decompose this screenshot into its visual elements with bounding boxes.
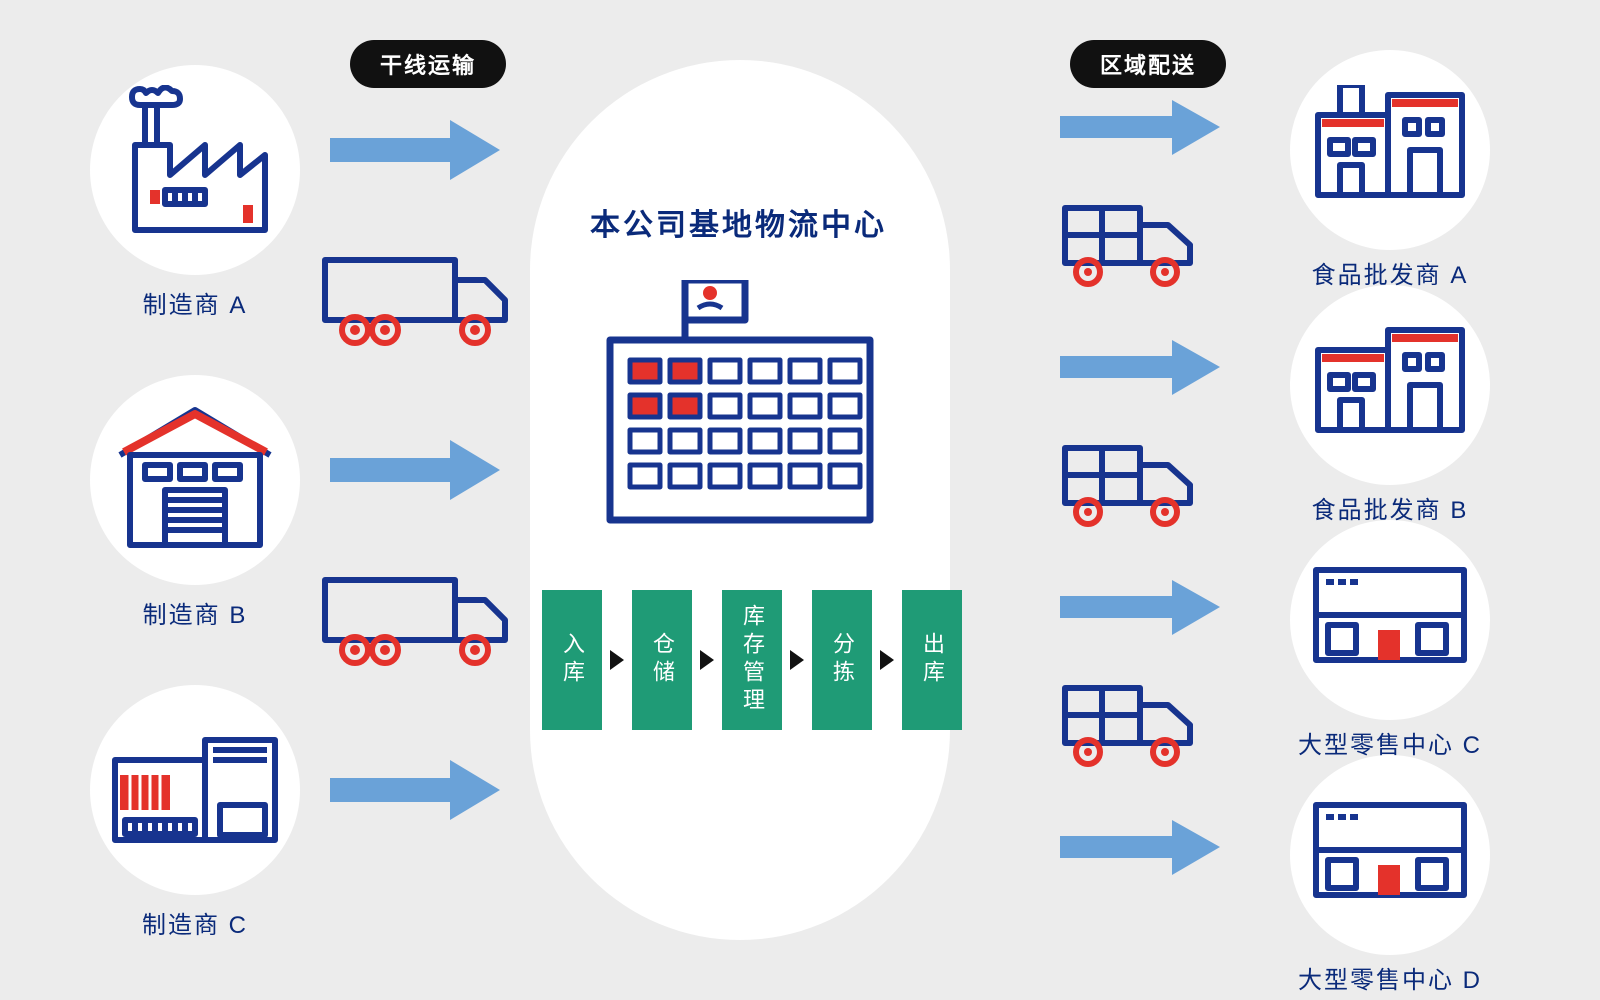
- factory-icon: [115, 85, 275, 240]
- step-outbound: 出库: [902, 590, 962, 730]
- flow-arrow-icon: [330, 120, 500, 180]
- flow-arrow-icon: [1060, 100, 1220, 155]
- step-sorting: 分拣: [812, 590, 872, 730]
- building-icon: [105, 725, 285, 860]
- flow-arrow-icon: [330, 440, 500, 500]
- wholesaler-icon: [1310, 320, 1470, 445]
- step-inventory: 库存管理: [722, 590, 782, 730]
- truck-large-icon: [320, 250, 510, 355]
- flow-arrow-icon: [1060, 820, 1220, 875]
- warehouse-icon: [110, 400, 280, 555]
- node-label: 制造商 A: [85, 285, 305, 320]
- process-steps: 入库 仓储 库存管理 分拣 出库: [542, 590, 962, 730]
- node-label: 大型零售中心 D: [1280, 960, 1500, 995]
- diagram-stage: 干线运输 区域配送 本公司基地物流中心: [0, 0, 1600, 1000]
- node-label: 制造商 C: [85, 905, 305, 940]
- step-arrow-icon: [880, 650, 894, 670]
- retail-center-icon: [1308, 560, 1473, 675]
- step-arrow-icon: [610, 650, 624, 670]
- step-inbound: 入库: [542, 590, 602, 730]
- truck-large-icon: [320, 570, 510, 675]
- step-arrow-icon: [790, 650, 804, 670]
- retail-center-icon: [1308, 795, 1473, 910]
- truck-small-icon: [1060, 440, 1200, 535]
- step-arrow-icon: [700, 650, 714, 670]
- flow-arrow-icon: [1060, 340, 1220, 395]
- flow-arrow-icon: [330, 760, 500, 820]
- flow-arrow-icon: [1060, 580, 1220, 635]
- step-storage: 仓储: [632, 590, 692, 730]
- node-label: 制造商 B: [85, 595, 305, 630]
- pill-trunk-transport: 干线运输: [350, 40, 506, 88]
- truck-small-icon: [1060, 200, 1200, 295]
- center-title: 本公司基地物流中心: [590, 200, 887, 244]
- pill-regional-delivery: 区域配送: [1070, 40, 1226, 88]
- wholesaler-icon: [1310, 85, 1470, 210]
- truck-small-icon: [1060, 680, 1200, 775]
- logistics-center-icon: [590, 280, 890, 535]
